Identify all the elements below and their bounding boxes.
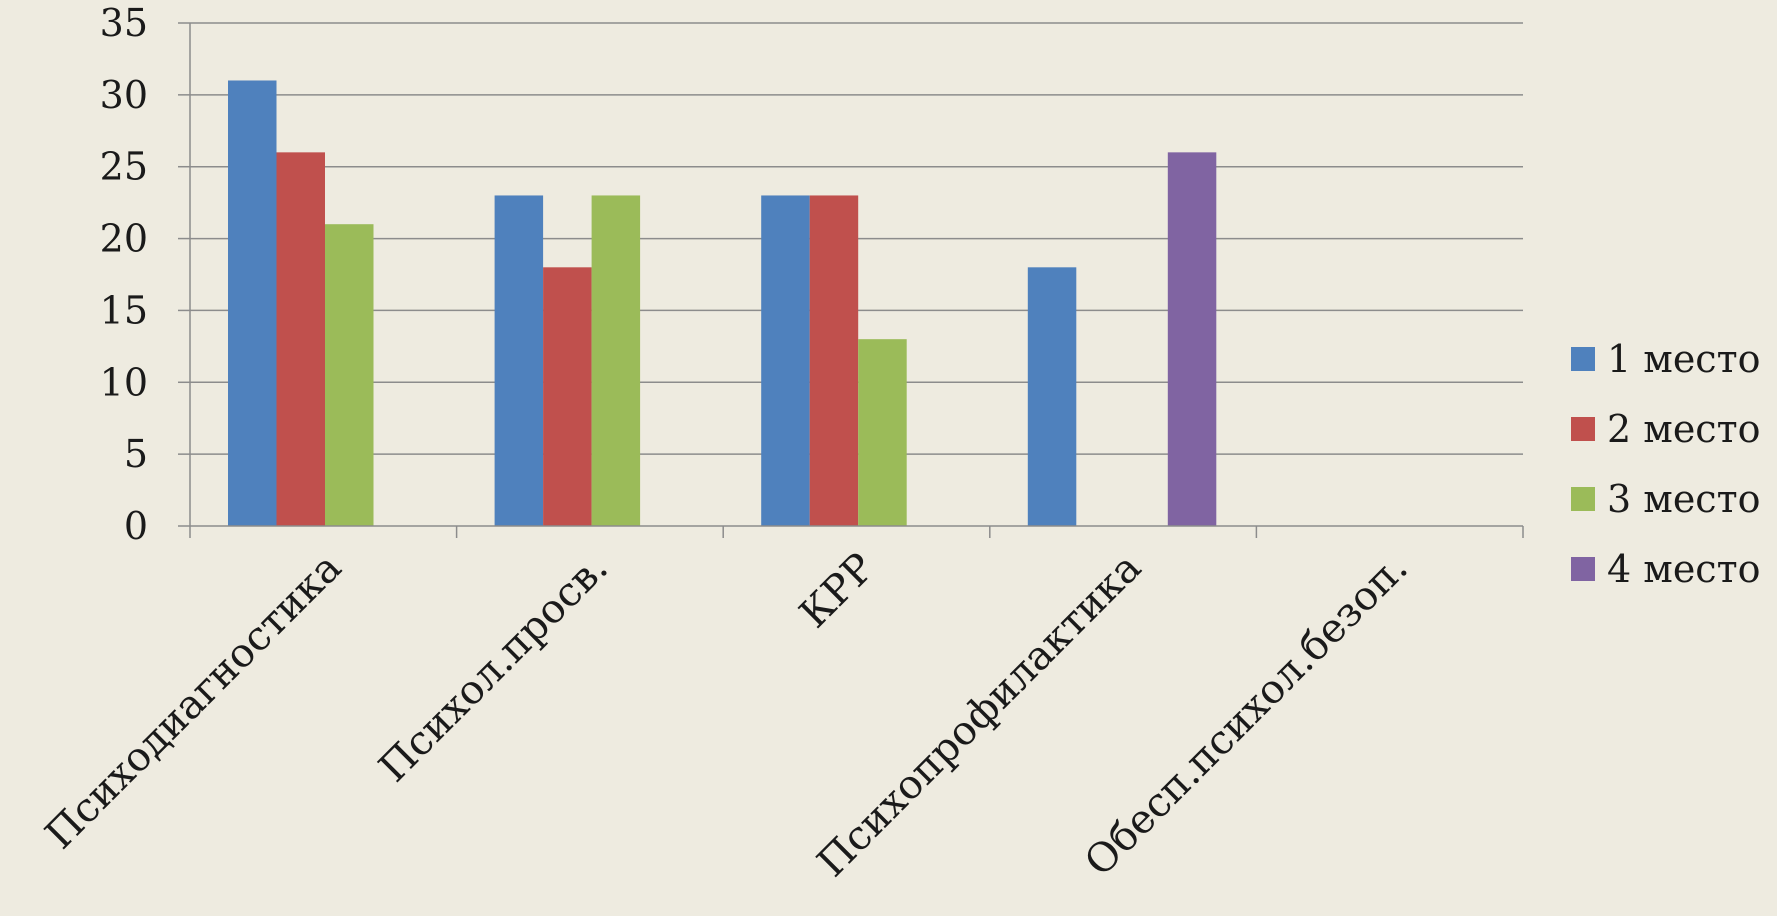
bar-1-cat-3 [761,195,810,526]
bar-2-cat-1 [276,152,325,527]
legend-swatch [1571,347,1595,371]
legend: 1 место 2 место 3 место 4 место [1571,337,1760,591]
bar-2-cat-2 [543,267,592,526]
y-tick-label: 35 [100,1,148,45]
bar-1-cat-1 [228,80,277,526]
bar-3-cat-2 [591,195,641,526]
legend-swatch [1571,417,1595,441]
legend-swatch [1571,487,1595,511]
bar-1-cat-2 [494,195,544,526]
bar-4-cat-4 [1167,152,1217,527]
y-tick-label: 15 [100,288,148,332]
y-tick-label: 30 [100,73,148,117]
x-axis-ticks: Психодиагностика Психол.просв. КРРПсихопро… [37,545,1417,886]
bars [228,80,1217,527]
legend-swatch [1571,557,1595,581]
x-tick-label: Психодиагностика [37,545,351,859]
y-tick-label: 10 [100,360,148,404]
y-tick-label: 5 [124,432,148,476]
legend-label: 3 место [1607,477,1760,521]
bar-3-cat-3 [858,339,907,526]
y-axis-ticks: 0 5 10 15 20 25 30 35 [100,1,148,548]
x-tick-label: Психол.просв. [370,545,617,792]
y-tick-label: 25 [100,145,148,189]
bar-1-cat-4 [1027,267,1077,526]
legend-label: 1 место [1607,337,1760,381]
legend-label: 2 место [1607,407,1760,451]
y-tick-label: 20 [100,217,148,261]
bar-3-cat-1 [325,224,374,526]
x-tick-label: КРР [791,545,883,637]
legend-label: 4 место [1607,547,1760,591]
axes [178,22,1524,538]
y-tick-label: 0 [124,504,148,548]
bar-2-cat-3 [809,195,859,526]
